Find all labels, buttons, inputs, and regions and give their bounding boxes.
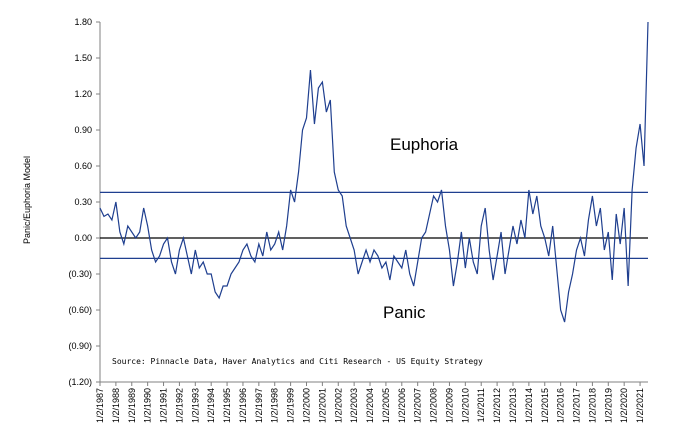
y-tick-label: (0.30) — [68, 269, 92, 279]
x-tick-label: 1/2/2015 — [540, 388, 550, 423]
x-tick-label: 1/2/2005 — [381, 388, 391, 423]
x-tick-label: 1/2/2008 — [429, 388, 439, 423]
x-tick-label: 1/2/1992 — [174, 388, 184, 423]
y-tick-label: 1.50 — [74, 53, 92, 63]
x-tick-label: 1/2/1991 — [159, 388, 169, 423]
x-tick-label: 1/2/2003 — [349, 388, 359, 423]
annotation: Panic — [383, 303, 426, 322]
x-tick-label: 1/2/2020 — [619, 388, 629, 423]
x-tick-label: 1/2/2007 — [413, 388, 423, 423]
x-tick-label: 1/2/1998 — [270, 388, 280, 423]
x-tick-label: 1/2/2019 — [603, 388, 613, 423]
x-tick-label: 1/2/2010 — [460, 388, 470, 423]
y-tick-label: 0.60 — [74, 161, 92, 171]
x-tick-label: 1/2/1990 — [143, 388, 153, 423]
x-tick-label: 1/2/1987 — [95, 388, 105, 423]
y-tick-label: (0.60) — [68, 305, 92, 315]
x-tick-label: 1/2/2004 — [365, 388, 375, 423]
y-axis-title: Panic/Euphoria Model — [22, 156, 32, 244]
x-tick-label: 1/2/2016 — [556, 388, 566, 423]
x-tick-label: 1/2/1994 — [206, 388, 216, 423]
x-tick-label: 1/2/2012 — [492, 388, 502, 423]
x-tick-label: 1/2/2001 — [317, 388, 327, 423]
x-tick-label: 1/2/2002 — [333, 388, 343, 423]
x-tick-label: 1/2/2000 — [301, 388, 311, 423]
x-tick-label: 1/2/2021 — [635, 388, 645, 423]
y-tick-label: 1.80 — [74, 17, 92, 27]
annotation: Euphoria — [390, 135, 459, 154]
y-tick-label: 0.90 — [74, 125, 92, 135]
y-tick-label: 0.30 — [74, 197, 92, 207]
y-tick-label: (1.20) — [68, 377, 92, 387]
x-tick-label: 1/2/2006 — [397, 388, 407, 423]
x-tick-label: 1/2/1993 — [190, 388, 200, 423]
x-tick-label: 1/2/2018 — [587, 388, 597, 423]
x-tick-label: 1/2/1995 — [222, 388, 232, 423]
x-tick-label: 1/2/2014 — [524, 388, 534, 423]
y-tick-label: (0.90) — [68, 341, 92, 351]
data-line — [99, 21, 649, 323]
x-tick-label: 1/2/2011 — [476, 388, 486, 422]
x-tick-label: 1/2/1989 — [127, 388, 137, 423]
x-tick-label: 1/2/1996 — [238, 388, 248, 423]
x-tick-label: 1/2/2009 — [444, 388, 454, 423]
x-tick-label: 1/2/1988 — [111, 388, 121, 423]
y-tick-label: 1.20 — [74, 89, 92, 99]
x-tick-label: 1/2/2017 — [572, 388, 582, 423]
x-tick-label: 1/2/2013 — [508, 388, 518, 423]
x-tick-label: 1/2/1999 — [286, 388, 296, 423]
y-tick-label: 0.00 — [74, 233, 92, 243]
source-note: Source: Pinnacle Data, Haver Analytics a… — [112, 357, 483, 366]
x-tick-label: 1/2/1997 — [254, 388, 264, 423]
